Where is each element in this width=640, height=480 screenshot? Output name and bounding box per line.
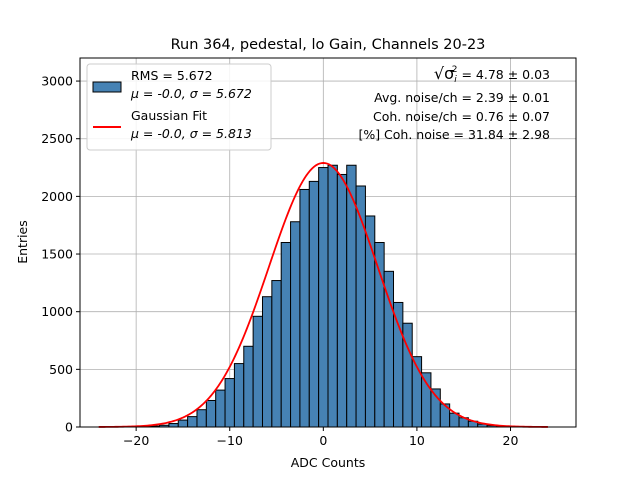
x-axis-ticks: −20 −10 0 10 20 [123,427,519,448]
histogram-bar [271,280,282,428]
chart-title: Run 364, pedestal, lo Gain, Channels 20-… [171,37,486,53]
x-tick-label: 0 [319,433,327,448]
histogram-bar [215,389,226,428]
histogram-bar [393,301,404,428]
gaussian-fit-curve [98,162,548,428]
histogram-bars [121,164,526,428]
annotation-avg-noise: Avg. noise/ch = 2.39 ± 0.01 [374,90,550,105]
histogram-bar [168,423,179,428]
y-tick-label: 3000 [41,74,73,89]
histogram-bar [383,270,395,428]
histogram-bar [327,164,338,428]
histogram-bar [308,180,320,428]
legend-histogram-label: RMS = 5.672 [131,68,213,83]
histogram-bar [233,363,245,428]
y-tick-label: 2000 [41,189,73,204]
histogram-bar [318,167,329,428]
histogram-bar [299,188,310,428]
legend-histogram-stats: μ = -0.0, σ = 5.672 [130,86,252,101]
y-tick-label: 2500 [41,131,73,146]
histogram-bar [224,378,235,428]
legend-fit-stats: μ = -0.0, σ = 5.813 [130,126,252,141]
x-axis-label: ADC Counts [291,455,366,470]
y-tick-label: 1000 [41,304,73,319]
histogram-bar [261,296,273,428]
histogram-bar [252,315,263,428]
histogram-bar [280,242,292,428]
y-tick-label: 500 [49,362,73,377]
fit-curve-layer [98,162,548,428]
histogram-bar [243,345,254,428]
legend-histogram-swatch [92,81,122,93]
legend-fit-label: Gaussian Fit [131,108,207,123]
histogram-bar [421,372,432,428]
x-tick-label: 20 [503,433,519,448]
histogram-bar [336,173,348,428]
histogram-bar [187,416,198,428]
plot-area-frame [79,57,577,428]
y-axis-ticks: 0 500 1000 1500 2000 2500 3000 [41,74,80,435]
histogram-bar [205,399,217,428]
histogram-bar [355,185,366,428]
histogram-bar [177,419,189,428]
annotation-sigma: √σi2 = 4.78 ± 0.03 [434,64,550,85]
histogram-bar [364,215,376,428]
histogram-bar [290,221,301,428]
histogram-bar [196,409,207,428]
annotation-coh-noise-percent: [%] Coh. noise = 31.84 ± 2.98 [358,127,550,142]
legend-box [86,63,272,151]
y-axis-label: Entries [15,220,30,264]
y-tick-label: 1500 [41,247,73,262]
noise-annotations: √σi2 = 4.78 ± 0.03 Avg. noise/ch = 2.39 … [358,64,550,142]
y-tick-label: 0 [65,420,73,435]
legend: RMS = 5.672 μ = -0.0, σ = 5.672 Gaussian… [86,63,272,151]
x-tick-label: −10 [217,433,243,448]
x-tick-label: 10 [409,433,425,448]
x-tick-label: −20 [123,433,149,448]
annotation-coh-noise: Coh. noise/ch = 0.76 ± 0.07 [373,109,550,124]
